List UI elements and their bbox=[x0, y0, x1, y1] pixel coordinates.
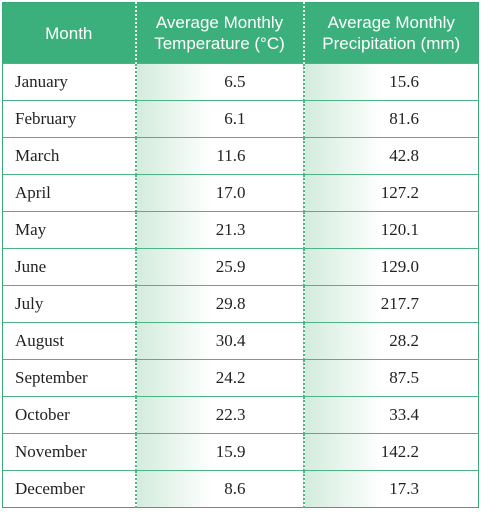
value-cell: 33.4 bbox=[302, 396, 479, 434]
value-cell: 8.6 bbox=[134, 470, 304, 508]
table-row: April 17.0 127.2 bbox=[2, 174, 479, 212]
month-cell: December bbox=[2, 470, 136, 508]
value-cell: 81.6 bbox=[302, 100, 479, 138]
value-cell: 142.2 bbox=[302, 433, 479, 471]
value-cell: 30.4 bbox=[134, 322, 304, 360]
value-cell: 17.0 bbox=[134, 174, 304, 212]
value-cell: 29.8 bbox=[134, 285, 304, 323]
value-cell: 28.2 bbox=[302, 322, 479, 360]
header-cell: Month bbox=[2, 2, 136, 64]
table-row: September 24.2 87.5 bbox=[2, 359, 479, 397]
value-cell: 87.5 bbox=[302, 359, 479, 397]
value-cell: 21.3 bbox=[134, 211, 304, 249]
value-cell: 25.9 bbox=[134, 248, 304, 286]
value-cell: 6.1 bbox=[134, 100, 304, 138]
value-cell: 17.3 bbox=[302, 470, 479, 508]
value-cell: 129.0 bbox=[302, 248, 479, 286]
value-cell: 42.8 bbox=[302, 137, 479, 175]
table-row: August 30.4 28.2 bbox=[2, 322, 479, 360]
header-cell: Average Monthly Temperature (°C) bbox=[134, 2, 304, 64]
month-cell: August bbox=[2, 322, 136, 360]
table-row: July 29.8 217.7 bbox=[2, 285, 479, 323]
table-row: February 6.1 81.6 bbox=[2, 100, 479, 138]
month-cell: April bbox=[2, 174, 136, 212]
month-cell: July bbox=[2, 285, 136, 323]
table-row: March 11.6 42.8 bbox=[2, 137, 479, 175]
value-cell: 127.2 bbox=[302, 174, 479, 212]
climate-table: Month Average Monthly Temperature (°C) A… bbox=[2, 2, 479, 508]
value-cell: 24.2 bbox=[134, 359, 304, 397]
month-cell: May bbox=[2, 211, 136, 249]
value-cell: 217.7 bbox=[302, 285, 479, 323]
month-cell: March bbox=[2, 137, 136, 175]
value-cell: 6.5 bbox=[134, 63, 304, 101]
month-cell: June bbox=[2, 248, 136, 286]
header-cell: Average Monthly Precipitation (mm) bbox=[302, 2, 479, 64]
table-body: January 6.5 15.6 February 6.1 81.6 March 11.6 42… bbox=[2, 63, 479, 508]
month-cell: January bbox=[2, 63, 136, 101]
table-header: Month Average Monthly Temperature (°C) A… bbox=[2, 2, 479, 64]
value-cell: 15.6 bbox=[302, 63, 479, 101]
value-cell: 22.3 bbox=[134, 396, 304, 434]
value-cell: 120.1 bbox=[302, 211, 479, 249]
table-row: May 21.3 120.1 bbox=[2, 211, 479, 249]
value-cell: 11.6 bbox=[134, 137, 304, 175]
value-cell: 15.9 bbox=[134, 433, 304, 471]
table-row: January 6.5 15.6 bbox=[2, 63, 479, 101]
table-row: October 22.3 33.4 bbox=[2, 396, 479, 434]
table-row: December 8.6 17.3 bbox=[2, 470, 479, 508]
month-cell: October bbox=[2, 396, 136, 434]
table-row: November 15.9 142.2 bbox=[2, 433, 479, 471]
header-row: Month Average Monthly Temperature (°C) A… bbox=[2, 2, 479, 64]
table-row: June 25.9 129.0 bbox=[2, 248, 479, 286]
month-cell: February bbox=[2, 100, 136, 138]
month-cell: September bbox=[2, 359, 136, 397]
month-cell: November bbox=[2, 433, 136, 471]
